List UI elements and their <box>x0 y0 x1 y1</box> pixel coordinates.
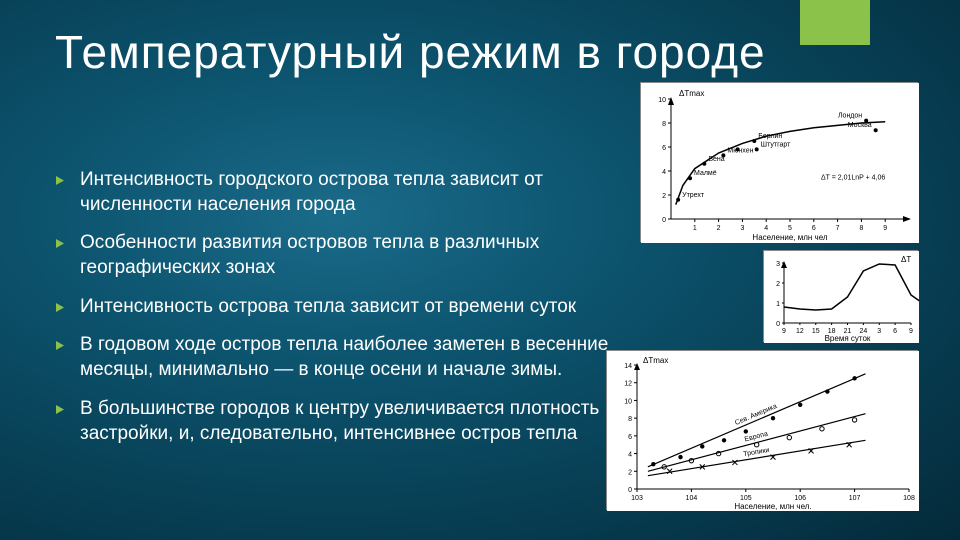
svg-text:9: 9 <box>782 328 786 335</box>
svg-text:104: 104 <box>686 495 698 502</box>
svg-text:Население, млн чел.: Население, млн чел. <box>734 502 811 511</box>
svg-text:6: 6 <box>893 328 897 335</box>
svg-text:Лондон: Лондон <box>838 113 862 120</box>
bullet-item: Интенсивность острова тепла зависит от в… <box>55 295 625 320</box>
svg-text:5: 5 <box>788 225 792 232</box>
svg-text:4: 4 <box>628 452 632 459</box>
bullet-item: В годовом ходе остров тепла наиболее зам… <box>55 333 625 382</box>
svg-text:ΔTmax: ΔTmax <box>679 89 704 98</box>
svg-text:1: 1 <box>693 225 697 232</box>
svg-text:ΔT = 2,01LnP + 4,06: ΔT = 2,01LnP + 4,06 <box>821 174 885 181</box>
svg-text:8: 8 <box>628 416 632 423</box>
svg-text:Утрехт: Утрехт <box>682 192 705 199</box>
svg-text:Штутгарт: Штутгарт <box>761 141 791 148</box>
svg-text:Время суток: Время суток <box>825 334 871 343</box>
svg-text:ΔTmax: ΔTmax <box>643 356 668 365</box>
accent-decoration <box>800 0 870 45</box>
svg-text:Берлин: Берлин <box>758 133 782 140</box>
svg-text:103: 103 <box>631 495 643 502</box>
svg-text:10: 10 <box>658 97 666 104</box>
svg-text:1: 1 <box>776 301 780 308</box>
svg-text:15: 15 <box>812 328 820 335</box>
svg-text:0: 0 <box>628 487 632 494</box>
chart-population-dtmax: 0246810123456789УтрехтМалмёВенаМюнхенБер… <box>640 82 918 242</box>
svg-text:4: 4 <box>764 225 768 232</box>
bullet-text: В большинстве городов к центру увеличива… <box>80 397 625 446</box>
bullet-item: Интенсивность городского острова тепла з… <box>55 168 625 217</box>
svg-text:7: 7 <box>836 225 840 232</box>
svg-text:107: 107 <box>849 495 861 502</box>
svg-text:Москва: Москва <box>848 122 872 129</box>
svg-text:Население, млн чел: Население, млн чел <box>752 233 827 242</box>
svg-text:105: 105 <box>740 495 752 502</box>
svg-text:3: 3 <box>776 261 780 268</box>
bullet-marker-icon <box>55 175 66 186</box>
bullet-marker-icon <box>55 302 66 313</box>
bullet-list: Интенсивность городского острова тепла з… <box>55 168 625 460</box>
svg-text:3: 3 <box>877 328 881 335</box>
svg-text:8: 8 <box>859 225 863 232</box>
svg-text:4: 4 <box>662 169 666 176</box>
svg-text:12: 12 <box>624 381 632 388</box>
svg-text:9: 9 <box>883 225 887 232</box>
svg-text:3: 3 <box>740 225 744 232</box>
bullet-text: Интенсивность острова тепла зависит от в… <box>80 295 576 320</box>
bullet-marker-icon <box>55 340 66 351</box>
bullet-text: Интенсивность городского острова тепла з… <box>80 168 625 217</box>
svg-text:2: 2 <box>717 225 721 232</box>
svg-text:6: 6 <box>628 434 632 441</box>
chart-regions-log: 02468101214103104105106107108Сев. Америк… <box>606 350 918 510</box>
svg-text:2: 2 <box>662 193 666 200</box>
svg-text:0: 0 <box>776 321 780 328</box>
svg-text:2: 2 <box>776 281 780 288</box>
slide-title: Температурный режим в городе <box>55 28 766 76</box>
bullet-marker-icon <box>55 238 66 249</box>
bullet-text: Особенности развития островов тепла в ра… <box>80 231 625 280</box>
svg-text:6: 6 <box>662 145 666 152</box>
bullet-text: В годовом ходе остров тепла наиболее зам… <box>80 333 625 382</box>
svg-text:9: 9 <box>909 328 913 335</box>
svg-text:14: 14 <box>624 363 632 370</box>
svg-text:8: 8 <box>662 121 666 128</box>
svg-text:2: 2 <box>628 469 632 476</box>
bullet-item: Особенности развития островов тепла в ра… <box>55 231 625 280</box>
svg-text:ΔT: ΔT <box>901 255 911 264</box>
svg-text:6: 6 <box>812 225 816 232</box>
svg-text:Малмё: Малмё <box>694 170 717 177</box>
bullet-item: В большинстве городов к центру увеличива… <box>55 397 625 446</box>
svg-text:10: 10 <box>624 398 632 405</box>
svg-text:106: 106 <box>794 495 806 502</box>
svg-text:108: 108 <box>903 495 915 502</box>
bullet-marker-icon <box>55 404 66 415</box>
chart-time-of-day: 012391215182124369ΔTВремя суток <box>763 250 918 342</box>
svg-text:12: 12 <box>796 328 804 335</box>
svg-text:0: 0 <box>662 217 666 224</box>
svg-text:Мюнхен: Мюнхен <box>727 147 753 154</box>
